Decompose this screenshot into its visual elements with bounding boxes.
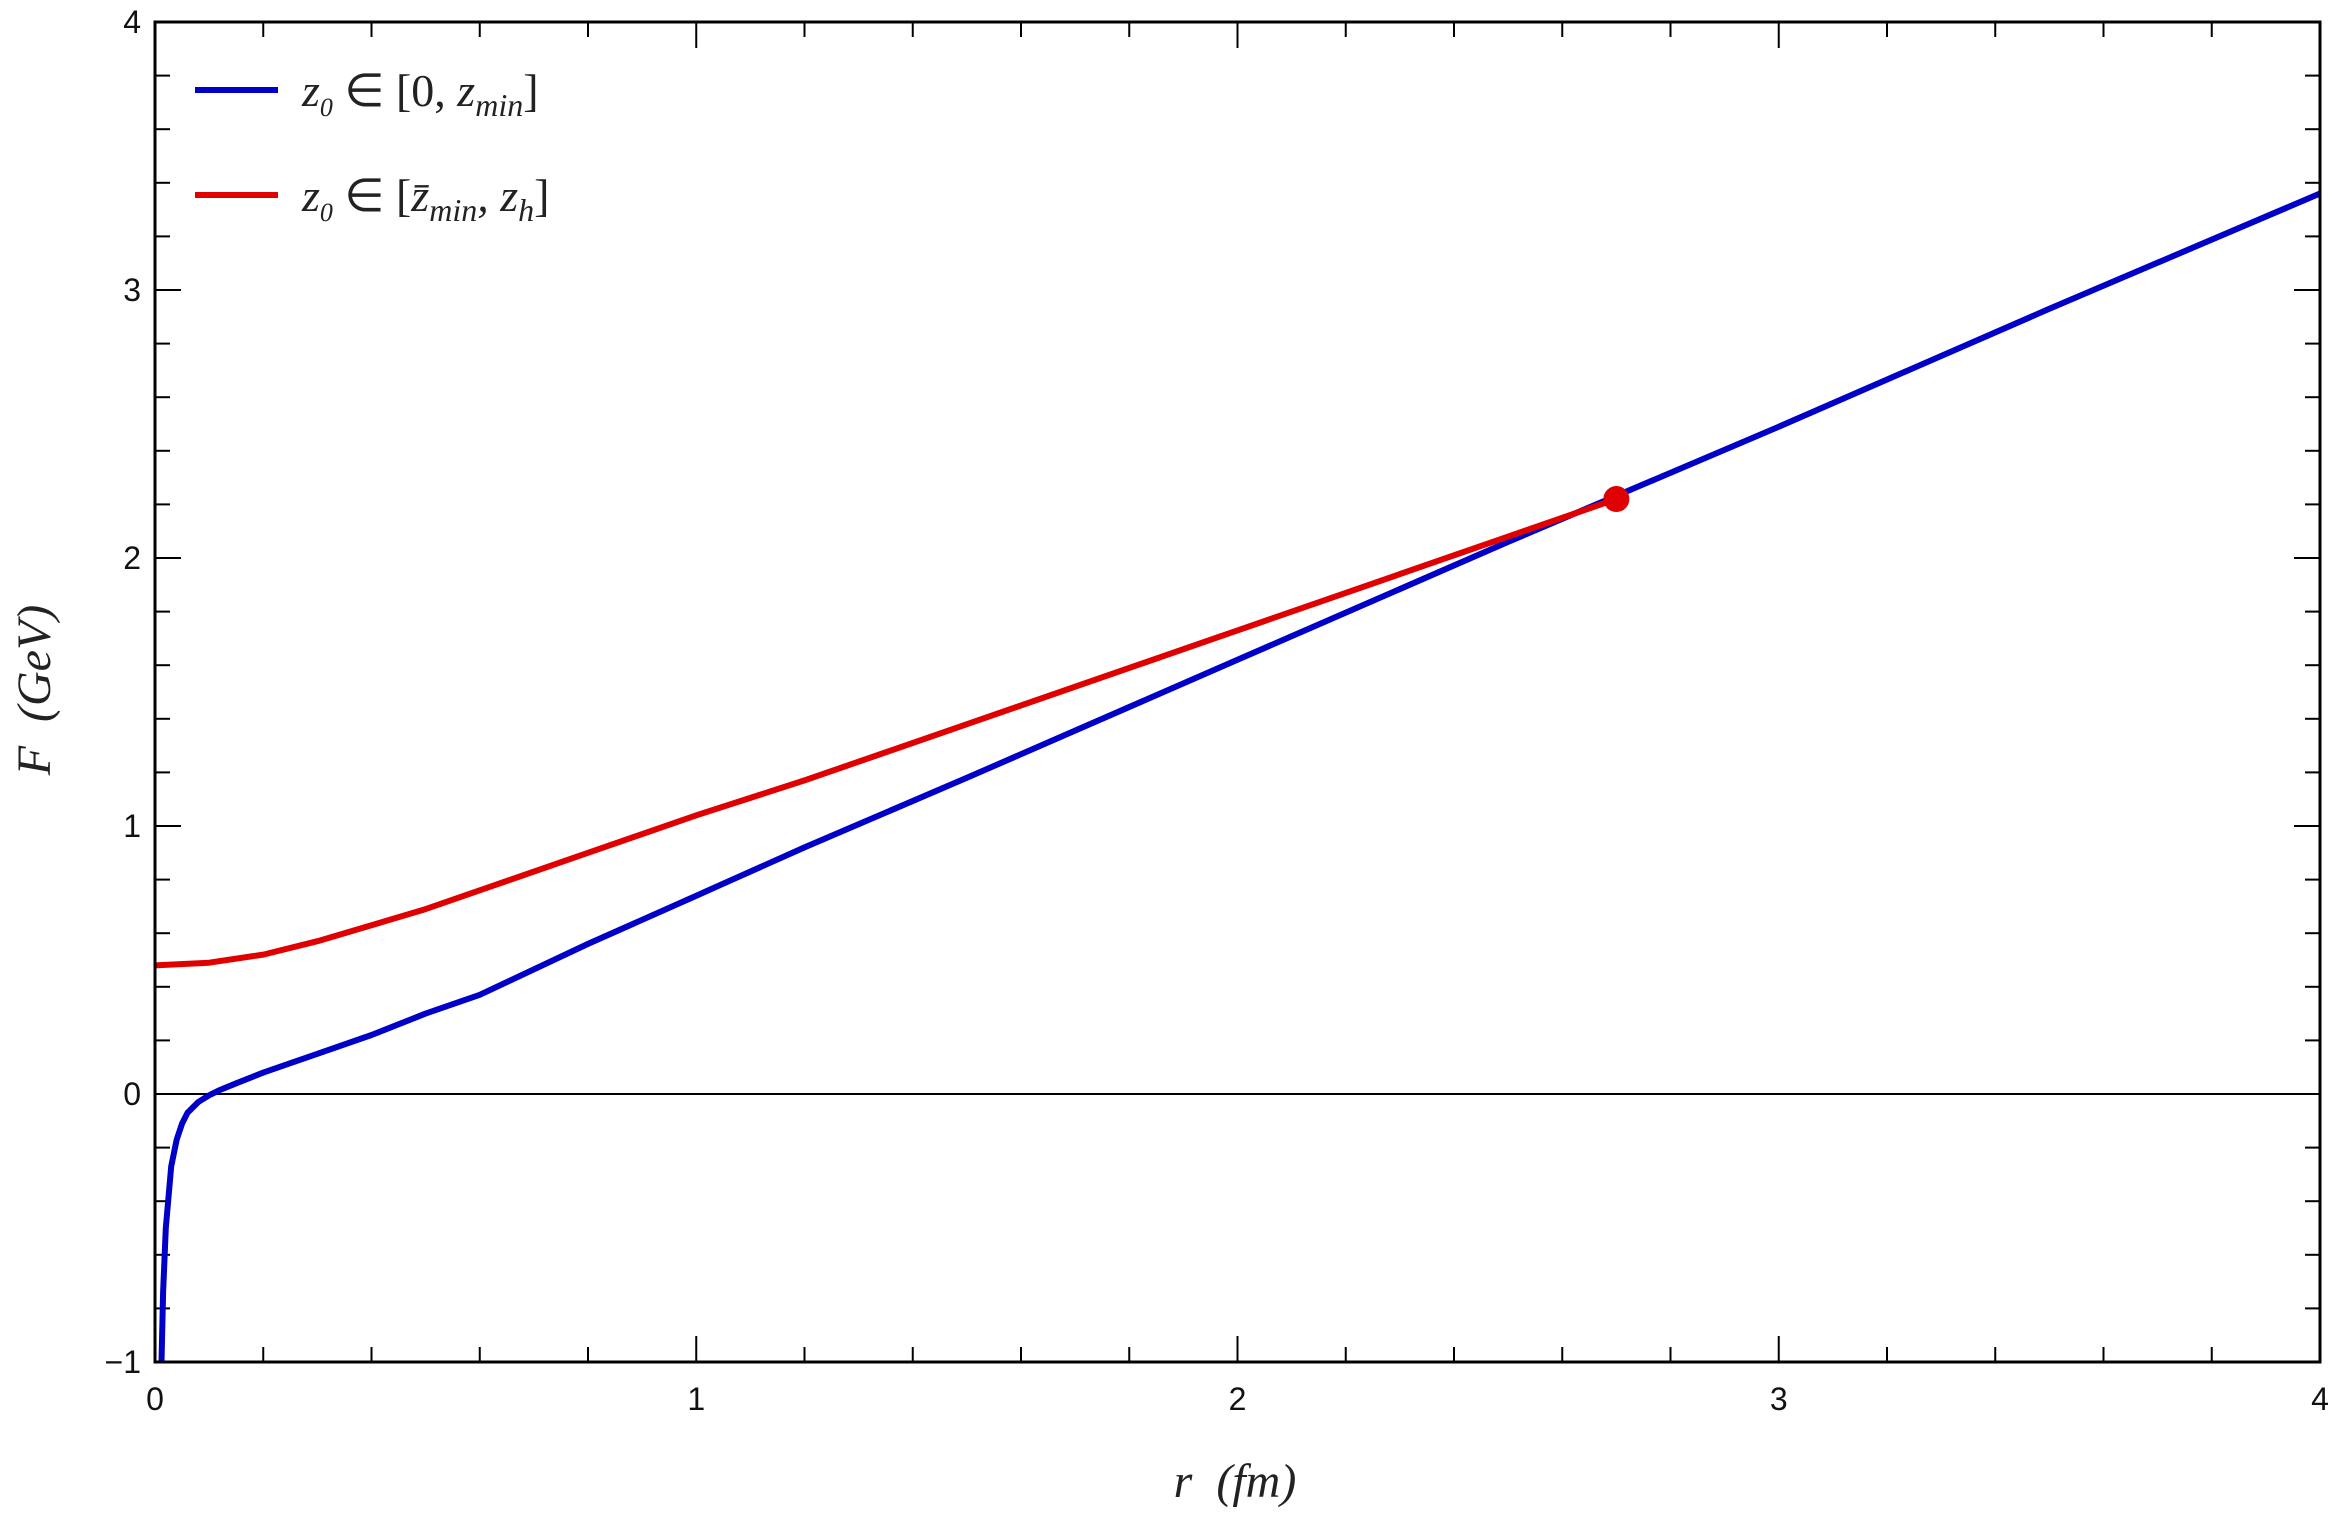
legend-label-blue: z0 ∈ [0, zmin] (301, 65, 539, 123)
legend-item-red: z0 ∈ [z̄min, zh] (195, 170, 549, 228)
x-axis-label: r (fm) (1174, 1455, 1297, 1508)
y-tick-label: 4 (123, 4, 141, 40)
y-tick-label: 1 (123, 808, 141, 844)
series-endpoint-marker (1603, 486, 1630, 513)
plot-frame (153, 20, 2322, 1364)
y-tick-label: −1 (105, 1344, 141, 1380)
y-tick-label: 3 (123, 272, 141, 308)
x-tick-label: 1 (687, 1381, 705, 1417)
y-axis-label: F (GeV) (8, 605, 61, 777)
y-tick-label: 2 (123, 540, 141, 576)
axis-ticks (154, 21, 2321, 1363)
series-group (155, 190, 2320, 1362)
x-tick-label: 0 (146, 1381, 164, 1417)
endpoint-markers (1603, 486, 1630, 513)
x-tick-label: 2 (1229, 1381, 1247, 1417)
legend: z0 ∈ [0, zmin] z0 ∈ [z̄min, zh] (195, 65, 549, 228)
legend-item-blue: z0 ∈ [0, zmin] (195, 65, 539, 123)
series-line-1 (155, 496, 1620, 969)
legend-label-red: z0 ∈ [z̄min, zh] (301, 170, 549, 228)
y-tick-label: 0 (123, 1076, 141, 1112)
series-line-0 (158, 190, 2320, 1362)
x-tick-label: 3 (1770, 1381, 1788, 1417)
x-tick-label: 4 (2311, 1381, 2329, 1417)
